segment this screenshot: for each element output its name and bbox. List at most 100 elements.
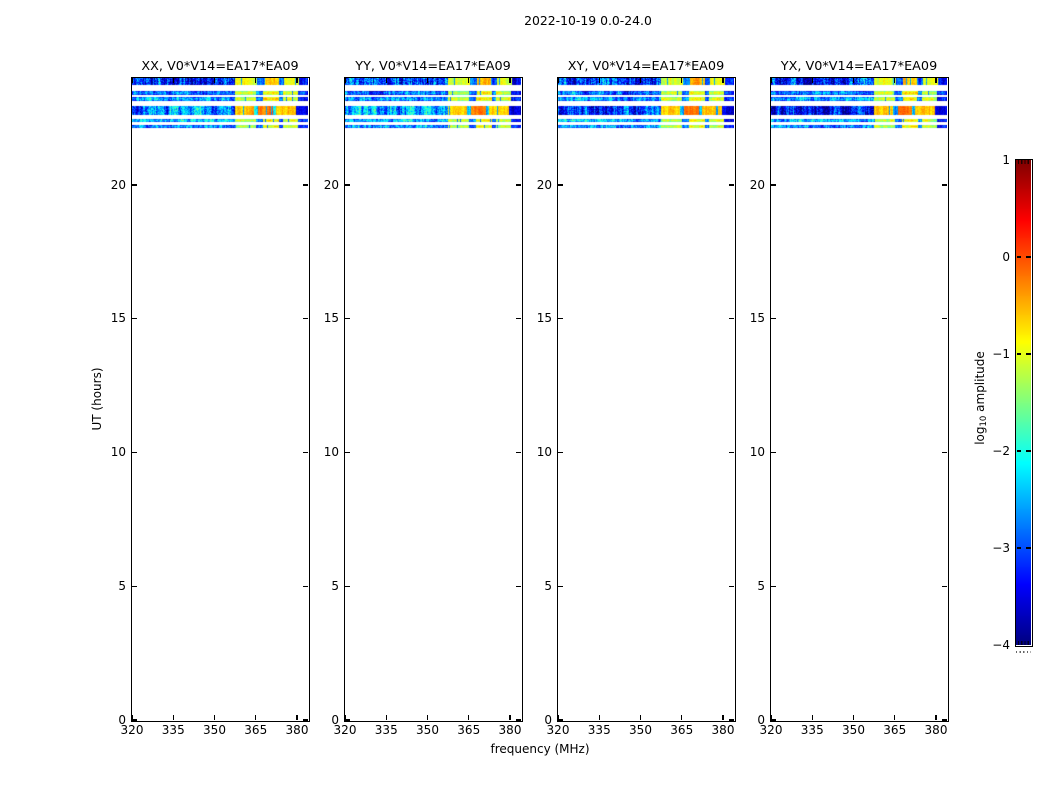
y-tick [303,585,308,587]
y-tick [132,318,137,320]
x-tick [852,715,855,720]
y-tick [729,719,734,721]
y-tick [516,451,521,454]
y-tick [558,184,563,186]
y-tick [132,451,137,454]
y-tick-label: 20 [749,177,765,192]
panel-title-YY: YY, V0*V14=EA17*EA09 [355,59,511,74]
x-tick-label: 335 [374,723,398,737]
colorbar-tick-label: −3 [992,540,1010,555]
y-tick [558,585,563,587]
colorbar-label-sub: 10 [979,415,989,427]
spectrogram-canvas-YX [771,78,947,720]
y-tick [345,719,350,721]
y-tick [303,719,308,721]
x-tick [344,715,346,720]
x-tick-label: 320 [120,723,144,737]
x-tick [426,715,429,720]
y-tick-label: 5 [757,578,765,593]
x-tick [722,715,724,720]
x-tick [213,715,216,720]
colorbar-top-hatch [1016,160,1031,164]
x-tick [598,78,600,83]
x-tick-label: 335 [161,723,185,737]
x-tick-label: 350 [629,723,652,737]
colorbar-tick [1026,450,1031,452]
y-tick [729,585,734,587]
y-tick-label: 20 [323,177,339,192]
colorbar-tick [1026,256,1031,258]
x-tick-label: 380 [711,723,735,737]
y-tick [558,318,563,320]
figure-title: 2022-10-19 0.0-24.0 [524,13,652,28]
x-tick [296,78,298,83]
y-tick [345,585,350,587]
x-tick [681,715,683,720]
colorbar-tick-label: −2 [992,443,1010,458]
x-tick [681,78,683,83]
y-tick-label: 0 [118,712,126,727]
x-tick [255,78,257,83]
y-tick [132,585,137,587]
x-tick [770,78,772,83]
x-tick [385,78,387,83]
x-tick-label: 335 [800,723,824,737]
y-tick [558,719,563,721]
y-tick-label: 20 [536,177,552,192]
x-tick [172,715,174,720]
x-tick [811,715,813,720]
y-tick [516,719,521,721]
y-tick-label: 15 [536,311,552,326]
y-tick [729,451,734,454]
x-tick [557,78,559,83]
x-tick-label: 335 [587,723,611,737]
colorbar-tick [1016,450,1021,452]
panel-title-XY: XY, V0*V14=EA17*EA09 [567,59,725,74]
colorbar-tick [1016,547,1021,549]
y-tick [942,451,947,454]
y-tick-label: 20 [110,177,126,192]
x-tick [639,78,642,83]
y-tick-label: 15 [749,311,765,326]
x-tick-label: 320 [333,723,357,737]
y-tick-label: 0 [331,712,339,727]
y-tick-label: 10 [323,445,339,459]
x-tick [131,715,133,720]
y-tick [516,585,521,587]
y-tick-label: 0 [757,712,765,727]
y-tick [516,318,521,320]
spectrogram-canvas-XY [558,78,734,720]
y-tick-label: 15 [323,311,339,326]
x-tick-label: 350 [203,723,226,737]
colorbar-tick [1016,353,1021,355]
x-tick-label: 365 [457,723,481,737]
x-tick [344,78,346,83]
x-tick-label: 380 [498,723,522,737]
x-tick [894,715,896,720]
x-tick [557,715,559,720]
colorbar-label-log: log [973,426,987,445]
spectrogram-canvas-XX [132,78,308,720]
x-tick [770,715,772,720]
y-tick [558,451,563,454]
y-tick [771,184,776,186]
panel-title-YX: YX, V0*V14=EA17*EA09 [780,59,938,74]
x-tick [639,715,642,720]
y-tick [942,585,947,587]
y-tick-label: 15 [110,311,126,326]
spectrogram-canvas-YY [345,78,521,720]
x-tick [213,78,216,83]
y-tick-label: 5 [331,578,339,593]
x-tick-label: 320 [546,723,570,737]
y-tick [132,719,137,721]
colorbar-tick-label: 0 [1002,249,1010,264]
x-tick [426,78,429,83]
y-axis-label: UT (hours) [90,367,104,431]
x-tick [722,78,724,83]
x-tick-label: 350 [416,723,439,737]
x-tick [509,78,511,83]
y-tick-label: 5 [118,578,126,593]
colorbar-label: log10 amplitude [973,351,989,445]
x-tick [894,78,896,83]
